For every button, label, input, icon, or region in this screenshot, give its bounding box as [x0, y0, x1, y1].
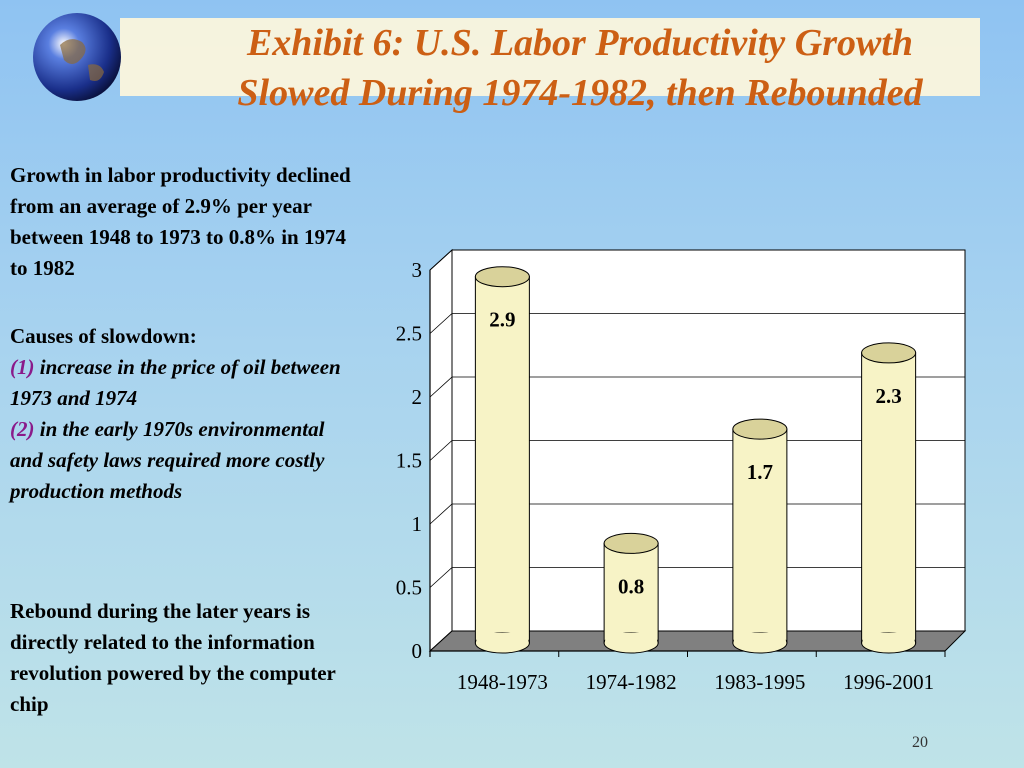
data-label: 2.9	[489, 308, 515, 332]
data-label: 1.7	[747, 460, 773, 484]
bar-base-cover	[476, 633, 529, 643]
page-number: 20	[912, 734, 928, 751]
cause-2-number: (2)	[10, 417, 35, 441]
title-banner	[120, 18, 980, 96]
gridline	[429, 249, 965, 271]
y-tick-label: 2	[412, 385, 423, 409]
slide-title: Exhibit 6: U.S. Labor Productivity Growt…	[150, 18, 1010, 118]
causes-heading: Causes of slowdown:	[10, 324, 197, 348]
x-tick-label: 1996-2001	[843, 670, 934, 694]
bar-top	[474, 266, 530, 288]
bar	[474, 276, 530, 644]
gridline	[429, 440, 965, 461]
data-label: 0.8	[618, 574, 644, 598]
bar-top	[732, 418, 788, 440]
y-tick-label: 2.5	[396, 322, 422, 346]
summary-paragraph: Growth in labor productivity declined fr…	[10, 163, 351, 280]
gridline	[429, 313, 965, 334]
bar-base-cover	[862, 633, 915, 643]
y-tick-label: 0	[412, 639, 423, 663]
rebound-paragraph: Rebound during the later years is direct…	[10, 599, 336, 716]
x-tick-label: 1948-1973	[457, 670, 548, 694]
cause-2-text: in the early 1970s environmental and saf…	[10, 417, 325, 503]
gridline	[429, 503, 965, 525]
x-tick-label: 1983-1995	[714, 670, 805, 694]
productivity-bar-chart: 0 0.5 1 1.5 2 2.5 3 2.9 1948-1973 0.8 1974-1982 1.7…	[396, 248, 967, 694]
y-tick-label: 3	[412, 258, 423, 282]
title-line-1: Exhibit 6: U.S. Labor Productivity Growt…	[246, 22, 914, 64]
globe-icon	[33, 13, 121, 101]
data-label: 2.3	[876, 384, 902, 408]
bar-base-cover	[733, 633, 786, 643]
y-tick-label: 0.5	[396, 576, 422, 600]
bar-base-cover	[605, 633, 658, 643]
cause-1-number: (1)	[10, 355, 35, 379]
bar	[732, 428, 788, 644]
x-tick-label: 1974-1982	[586, 670, 677, 694]
gridline	[429, 567, 965, 588]
gridline	[429, 376, 965, 398]
title-line-2: Slowed During 1974-1982, then Rebounded	[237, 72, 923, 114]
causes-paragraph: Causes of slowdown: (1) increase in the …	[10, 321, 360, 507]
bar	[603, 542, 659, 644]
y-tick-label: 1	[412, 512, 423, 536]
y-tick-label: 1.5	[396, 449, 422, 473]
bar-top	[861, 342, 917, 364]
bar-top	[603, 532, 659, 554]
cause-1-text: increase in the price of oil between 197…	[10, 355, 341, 410]
